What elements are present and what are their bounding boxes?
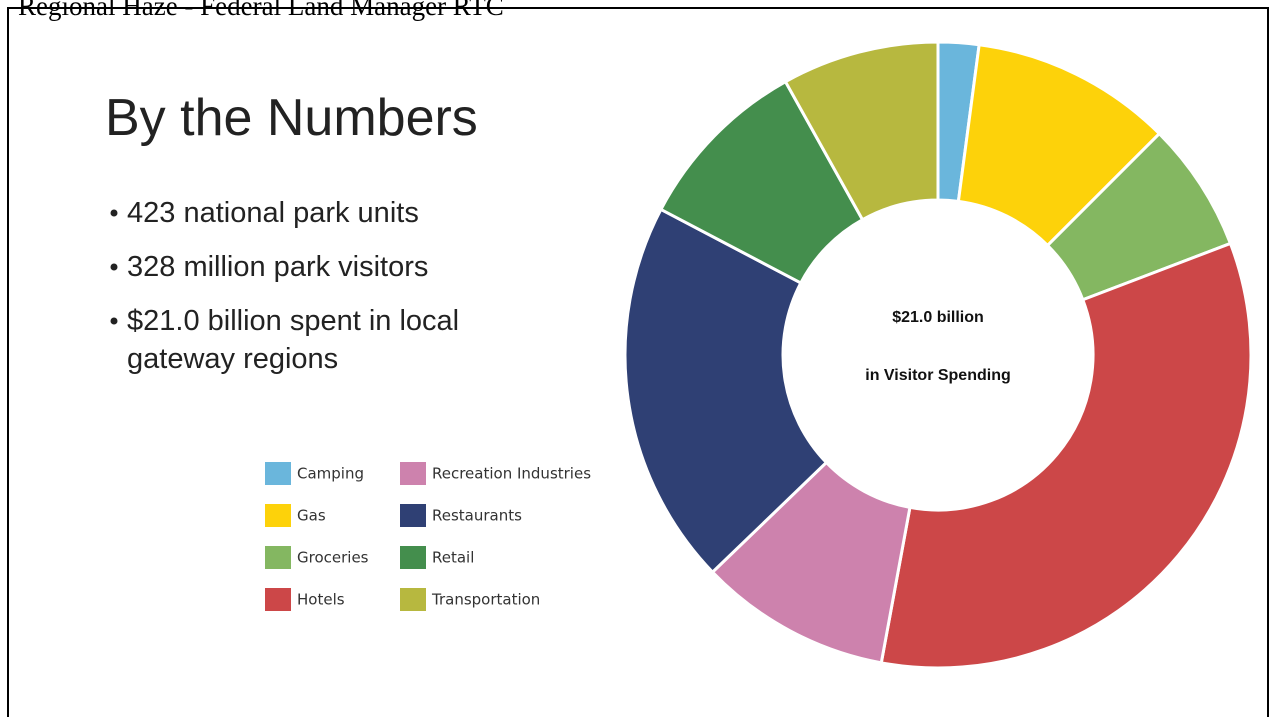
legend-label: Restaurants <box>432 507 522 525</box>
legend: Camping Gas Groceries Hotels Recreation Indu… <box>265 462 591 611</box>
slide-frame <box>7 7 1269 717</box>
legend-label: Groceries <box>297 549 369 567</box>
header: Regional Haze - Federal Land Manager RTC <box>18 0 504 21</box>
bullet-text: gateway regions <box>127 343 338 375</box>
legend-swatch <box>265 546 291 569</box>
slide-title: By the Numbers <box>105 89 478 147</box>
legend-swatch <box>400 546 426 569</box>
legend-swatch <box>400 504 426 527</box>
donut-chart: $21.0 billion in Visitor Spending <box>623 40 1253 670</box>
bullet-text: 328 million park visitors <box>127 251 428 283</box>
donut-slice <box>879 241 1253 670</box>
donut-slice <box>623 207 829 575</box>
center-text: in Visitor Spending <box>865 367 1011 384</box>
legend-swatch <box>265 504 291 527</box>
legend-label: Hotels <box>297 591 345 609</box>
legend-label: Transportation <box>431 591 540 609</box>
legend-swatch <box>265 462 291 485</box>
bullet-text: $21.0 billion spent in local <box>127 305 459 337</box>
donut-slice <box>783 40 940 222</box>
bullet-list: 423 national park units 328 million park … <box>110 197 459 375</box>
bullet-dot <box>110 209 118 217</box>
legend-swatch <box>400 588 426 611</box>
legend-label: Gas <box>297 507 326 525</box>
legend-swatch <box>400 462 426 485</box>
legend-label: Camping <box>297 465 364 483</box>
center-text: $21.0 billion <box>892 309 984 326</box>
legend-label: Retail <box>432 549 474 567</box>
bullet-dot <box>110 317 118 325</box>
bullet-text: 423 national park units <box>127 197 419 229</box>
bullet-dot <box>110 263 118 271</box>
legend-label: Recreation Industries <box>432 465 591 483</box>
legend-swatch <box>265 588 291 611</box>
